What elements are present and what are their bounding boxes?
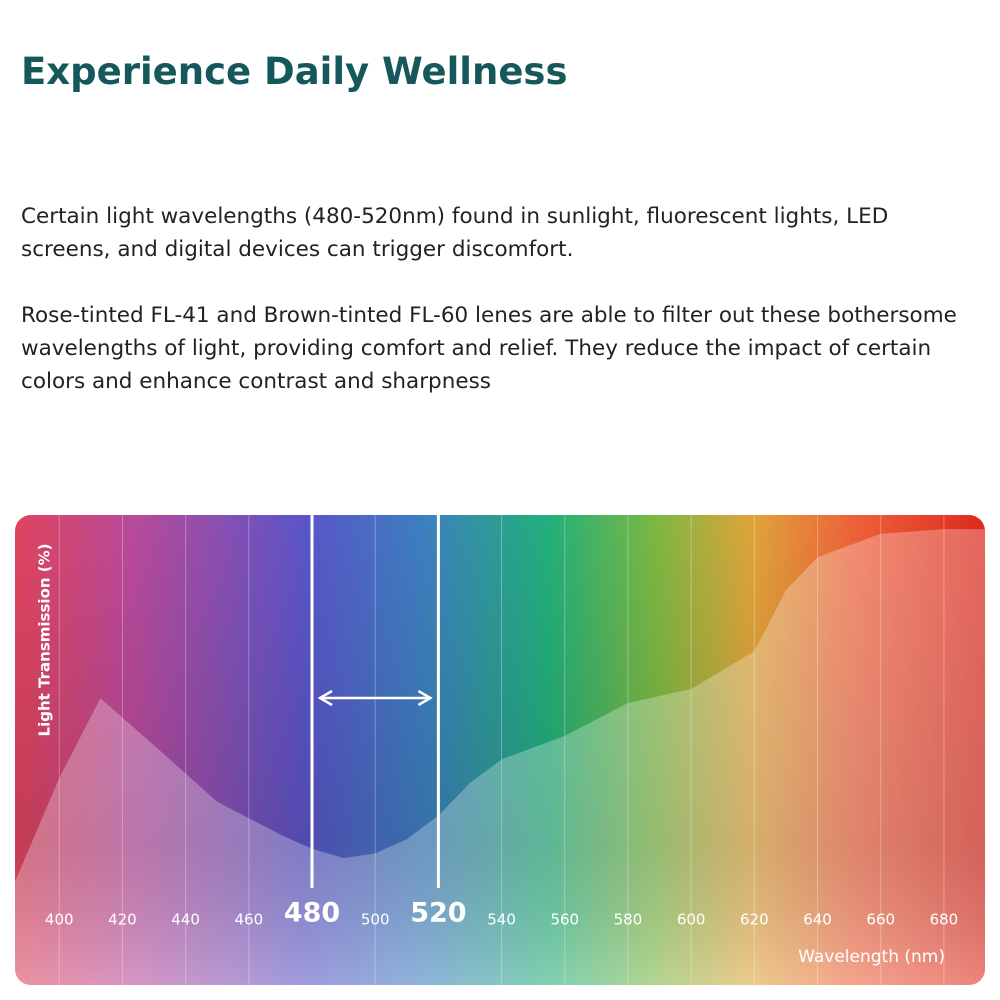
arrow-head bbox=[417, 689, 433, 707]
paragraph: Rose-tinted FL-41 and Brown-tinted FL-60… bbox=[21, 303, 957, 394]
x-tick-label: 400 bbox=[45, 911, 74, 929]
title: Experience Daily Wellness bbox=[21, 50, 568, 93]
x-tick-label: 620 bbox=[740, 911, 769, 929]
x-tick-label: 640 bbox=[803, 911, 832, 929]
x-tick-label: 600 bbox=[677, 911, 706, 929]
y-axis-label: Light Transmission (%) bbox=[36, 544, 54, 737]
arrow-head bbox=[317, 689, 333, 707]
x-tick-label: 520 bbox=[410, 898, 466, 929]
x-tick-label: 540 bbox=[487, 911, 516, 929]
x-tick-label: 660 bbox=[866, 911, 895, 929]
x-tick-label: 460 bbox=[234, 911, 263, 929]
x-tick-label: 680 bbox=[930, 911, 959, 929]
x-tick-label: 560 bbox=[550, 911, 579, 929]
transmission-area bbox=[15, 529, 985, 985]
shade bbox=[15, 515, 985, 985]
x-tick-label: 480 bbox=[284, 898, 340, 929]
plot-area bbox=[15, 515, 985, 985]
x-axis-label: Wavelength (nm) bbox=[798, 947, 945, 967]
paragraph: Certain light wavelengths (480-520nm) fo… bbox=[21, 204, 889, 262]
x-tick-label: 440 bbox=[171, 911, 200, 929]
x-tick-label: 580 bbox=[614, 911, 643, 929]
x-tick-label: 500 bbox=[361, 911, 390, 929]
x-tick-label: 420 bbox=[108, 911, 137, 929]
